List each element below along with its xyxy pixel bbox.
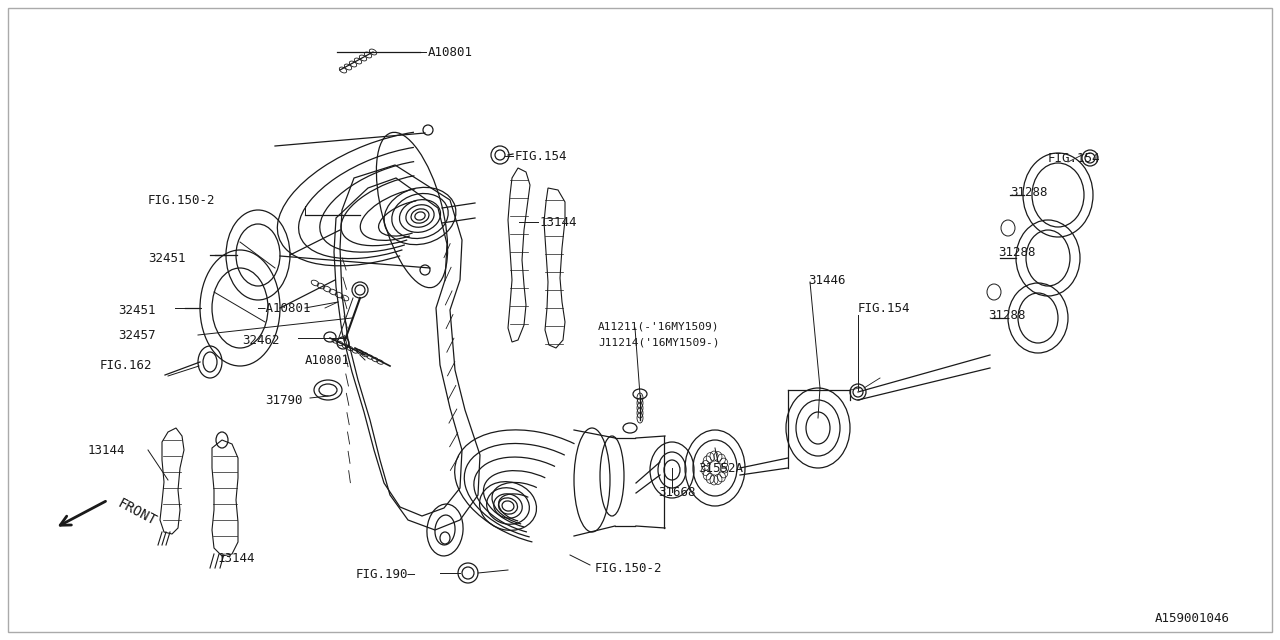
Text: 31790: 31790	[265, 394, 302, 406]
Text: 31288: 31288	[1010, 186, 1047, 198]
Text: A11211(-'16MY1509): A11211(-'16MY1509)	[598, 321, 719, 331]
Text: FIG.154: FIG.154	[515, 150, 567, 163]
Text: 32457: 32457	[118, 328, 155, 342]
Text: 13144: 13144	[540, 216, 577, 228]
Text: A159001046: A159001046	[1155, 612, 1230, 625]
Text: FIG.154: FIG.154	[1048, 152, 1101, 164]
Text: 31288: 31288	[988, 308, 1025, 321]
Text: 31288: 31288	[998, 246, 1036, 259]
Text: FIG.154: FIG.154	[858, 301, 910, 314]
Text: FIG.190—: FIG.190—	[356, 568, 416, 582]
Text: FIG.150-2: FIG.150-2	[148, 193, 215, 207]
Text: —A10801: —A10801	[259, 301, 311, 314]
Text: 13144: 13144	[218, 552, 256, 564]
Text: 32462: 32462	[242, 333, 279, 346]
Text: A10801: A10801	[305, 353, 349, 367]
Text: A10801: A10801	[428, 45, 474, 58]
Text: 31668: 31668	[658, 486, 695, 499]
Text: 13144: 13144	[88, 444, 125, 456]
Text: FIG.162: FIG.162	[100, 358, 152, 371]
Text: 32451: 32451	[148, 252, 186, 264]
Text: 31446: 31446	[808, 273, 846, 287]
Text: 32451: 32451	[118, 303, 155, 317]
Text: FRONT: FRONT	[115, 496, 159, 528]
Text: J11214('16MY1509-): J11214('16MY1509-)	[598, 337, 719, 347]
Text: 31552A: 31552A	[698, 461, 742, 474]
Text: FIG.150-2: FIG.150-2	[595, 561, 663, 575]
